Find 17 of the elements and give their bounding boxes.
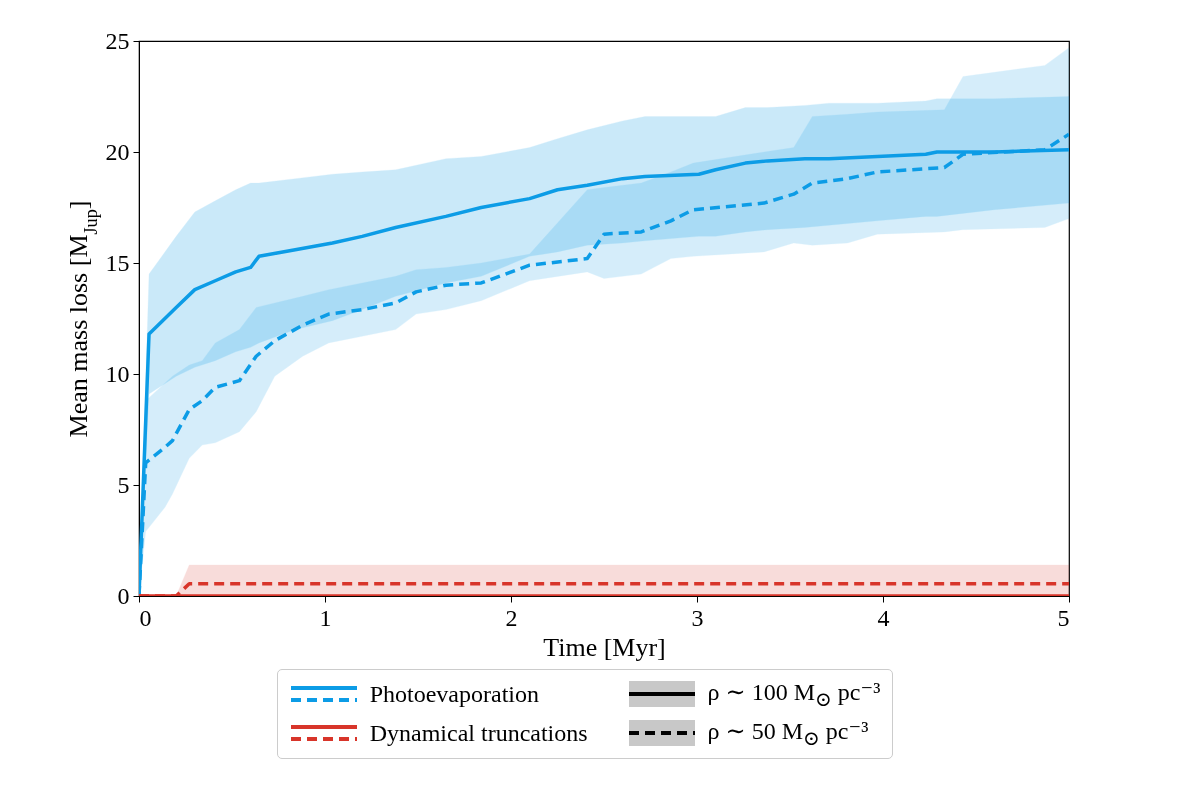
- x-tick-label: 3: [691, 604, 704, 631]
- x-tick-label: 0: [139, 604, 152, 631]
- y-tick-label: 5: [117, 471, 130, 498]
- y-tick-label: 25: [105, 27, 130, 54]
- y-tick-label: 15: [105, 249, 130, 276]
- legend-label: Dynamical truncations: [369, 719, 588, 747]
- text: ρ ∼ 100 M$_{⊙}$ pc⁻³: [707, 678, 881, 711]
- text: ρ ∼ 50 M$_{⊙}$ pc⁻³: [707, 716, 869, 750]
- legend-label: Photoevaporation: [369, 680, 539, 708]
- y-tick-label: 0: [117, 582, 130, 609]
- x-tick-label: 1: [319, 604, 332, 631]
- x-tick-label: 4: [877, 604, 890, 631]
- x-axis-title: Time [Myr]: [543, 632, 666, 662]
- y-tick-label: 20: [105, 138, 130, 165]
- x-tick-label: 5: [1057, 604, 1070, 631]
- y-tick-label: 10: [105, 360, 130, 387]
- x-tick-label: 2: [505, 604, 518, 631]
